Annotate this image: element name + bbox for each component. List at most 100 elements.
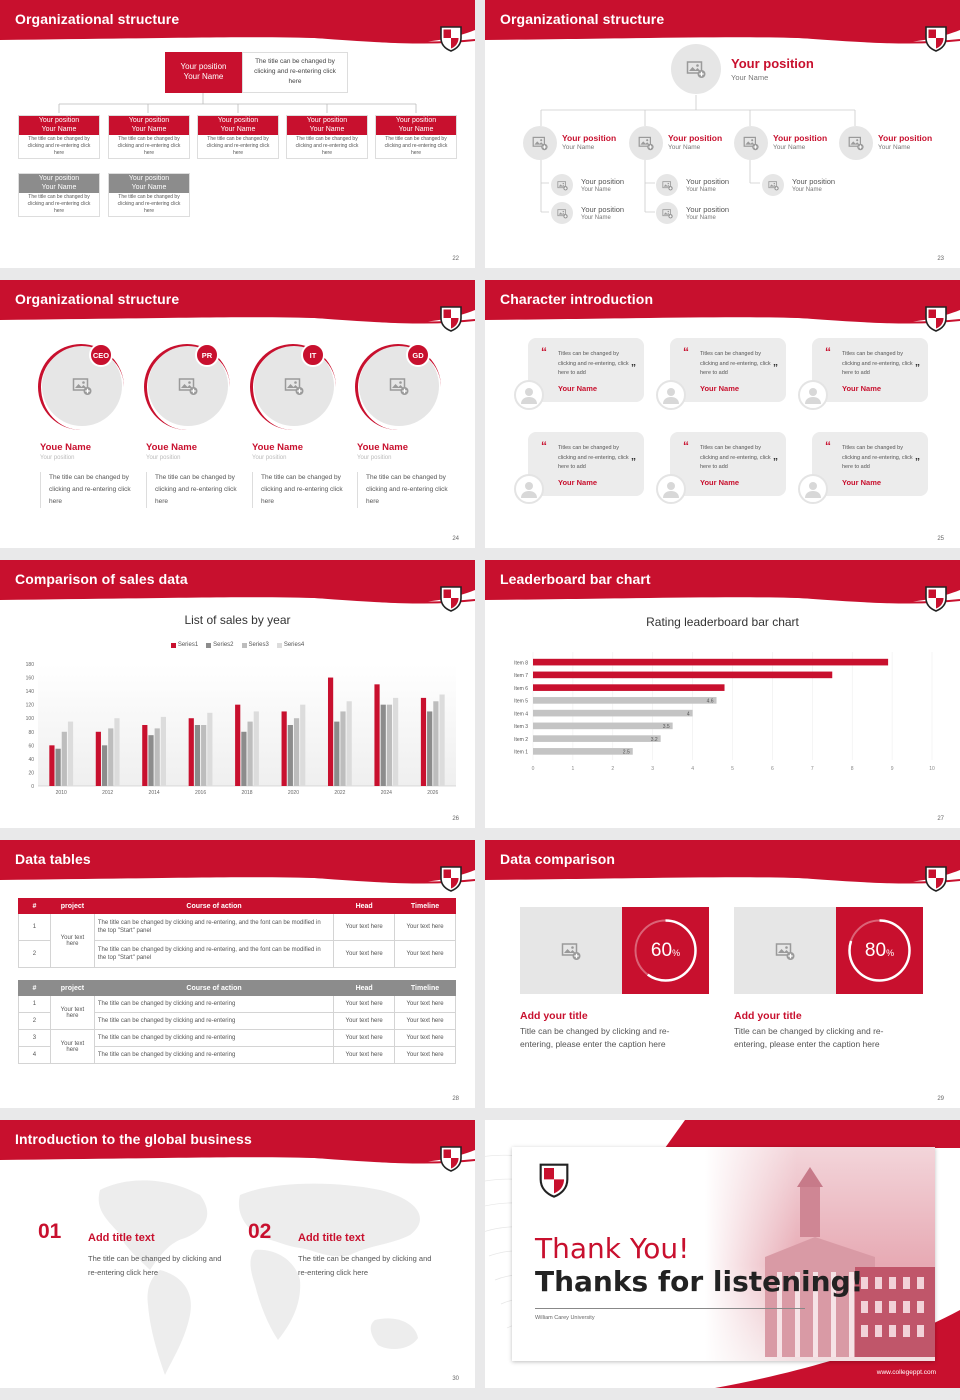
building-silhouette — [765, 1167, 935, 1357]
quote-bubble[interactable]: “ ” Titles can be changed by clicking and … — [670, 432, 786, 496]
rating-bar — [533, 684, 725, 691]
quote-bubble[interactable]: “ ” Titles can be changed by clicking and … — [528, 338, 644, 402]
card-text: Title can be changed by clicking and re-… — [734, 1026, 884, 1049]
column-bar — [142, 725, 148, 786]
profile-ring[interactable] — [250, 344, 336, 430]
sub-member-label: Your position Your Name — [686, 177, 729, 195]
person-name: Youe Name — [40, 442, 92, 453]
org-node-box[interactable]: Your position Your Name The title can be c… — [286, 115, 368, 159]
sub-avatar-placeholder[interactable] — [656, 202, 678, 224]
column-bar — [61, 731, 67, 786]
table-row[interactable]: 4 The title can be changed by clicking an… — [18, 1046, 456, 1064]
quote-bubble[interactable]: “ ” Titles can be changed by clicking and … — [812, 432, 928, 496]
table-row[interactable]: 2 The title can be changed by clicking an… — [18, 940, 456, 968]
close-quote-icon: ” — [631, 363, 636, 374]
timeline-cell: Your text here — [394, 913, 456, 941]
top-avatar-placeholder[interactable] — [671, 44, 721, 94]
sub-avatar-placeholder[interactable] — [551, 174, 573, 196]
project-cell: Your text here — [49, 995, 95, 1030]
project-cell: Your text here — [49, 913, 95, 968]
column-bar — [253, 711, 259, 786]
quote-bubble[interactable]: “ ” Titles can be changed by clicking and … — [670, 338, 786, 402]
chart-title: Rating leaderboard bar chart — [646, 615, 799, 629]
position-title: Your position — [686, 205, 730, 214]
position-name: Your Name — [668, 144, 701, 151]
open-quote-icon: “ — [825, 345, 831, 359]
node-title: Your position — [128, 117, 170, 124]
org-node-box[interactable]: Your position Your Name The title can be c… — [18, 115, 100, 159]
timeline-cell: Your text here — [394, 1029, 456, 1047]
column-bar — [55, 748, 61, 786]
profile-ring[interactable] — [144, 344, 230, 430]
table-row[interactable]: 3 Your text here The title can be changed … — [18, 1029, 456, 1064]
quote-bubble[interactable]: “ ” Titles can be changed by clicking and … — [812, 338, 928, 402]
legend-label: Series2 — [213, 642, 234, 648]
slide-1[interactable]: Organizational structure 22 Your position Y… — [0, 0, 475, 268]
column-bar — [108, 728, 114, 786]
org-node-box[interactable]: Your position Your Name The title can be c… — [108, 115, 190, 159]
chart-title: List of sales by year — [184, 613, 291, 627]
person-position: Your position — [40, 455, 75, 461]
position-name: Your Name — [581, 187, 611, 193]
member-avatar-placeholder[interactable] — [523, 126, 557, 160]
slide-title: Organizational structure — [500, 11, 665, 27]
org-node-box[interactable]: Your position Your Name The title can be c… — [108, 173, 190, 217]
table-row[interactable]: 1 Your text here The title can be changed … — [18, 995, 456, 1030]
image-placeholder[interactable] — [520, 907, 622, 994]
top-note-box[interactable]: The title can be changed by clicking and… — [242, 52, 348, 93]
slide-title: Organizational structure — [15, 291, 180, 307]
timeline-cell: Your text here — [394, 940, 456, 968]
image-placeholder[interactable] — [734, 907, 836, 994]
slide-7[interactable]: Data tables 28 # project Course of action Hea… — [0, 840, 475, 1108]
top-position-box[interactable]: Your position Your Name — [165, 52, 242, 93]
slide-6[interactable]: Leaderboard bar chart 27 Rating leaderboar… — [485, 560, 960, 828]
slide-3[interactable]: Organizational structure 24 CEO Youe Name Yo… — [0, 280, 475, 548]
sales-column-chart: 0 20 40 60 80 100 120 140 160 180 2010 2012 2014 2016… — [26, 662, 456, 796]
sub-avatar-placeholder[interactable] — [762, 174, 784, 196]
sub-avatar-placeholder[interactable] — [551, 202, 573, 224]
slide-2[interactable]: Organizational structure 23 Your position Y… — [485, 0, 960, 268]
org-node-box[interactable]: Your position Your Name The title can be c… — [18, 173, 100, 217]
slide-title: Organizational structure — [15, 11, 180, 27]
open-quote-icon: “ — [683, 345, 689, 359]
legend-label: Series1 — [177, 642, 199, 648]
profile-ring[interactable] — [355, 344, 441, 430]
slide-4[interactable]: Character introduction 25 “” Titles can be … — [485, 280, 960, 548]
slide-8[interactable]: Data comparison 29 60% Add your title Title … — [485, 840, 960, 1108]
column-bar — [393, 697, 399, 786]
open-quote-icon: “ — [541, 439, 547, 453]
item-number: 02 — [248, 1220, 272, 1243]
divider-line — [252, 472, 253, 508]
position-title: Your position — [180, 62, 227, 71]
slide-header: Leaderboard bar chart — [485, 560, 960, 612]
node-title: Your position — [217, 117, 259, 124]
quote-author: Your Name — [842, 478, 882, 487]
website-url[interactable]: www.collegeppt.com — [876, 1369, 936, 1376]
user-avatar-icon — [798, 474, 828, 504]
x-tick-label: 2 — [611, 766, 614, 772]
quote-author: Your Name — [842, 384, 882, 393]
position-title: Your position — [878, 133, 933, 143]
y-tick-label: 160 — [26, 676, 35, 682]
member-avatar-placeholder[interactable] — [629, 126, 663, 160]
slide-9[interactable]: Introduction to the global business 30 01 A… — [0, 1120, 475, 1388]
org-node-box[interactable]: Your position Your Name The title can be c… — [375, 115, 457, 159]
member-avatar-placeholder[interactable] — [839, 126, 873, 160]
sub-avatar-placeholder[interactable] — [656, 174, 678, 196]
position-name: Your Name — [686, 215, 716, 221]
quote-text: Titles can be changed by clicking and re… — [700, 445, 771, 470]
profile-ring[interactable] — [38, 344, 124, 430]
org-node-box[interactable]: Your position Your Name The title can be c… — [197, 115, 279, 159]
slide-5[interactable]: Comparison of sales data 26 List of sales … — [0, 560, 475, 828]
slide-10[interactable]: Thank You! Thanks for listening! William C… — [485, 1120, 960, 1388]
bar-category-label: Item 5 — [514, 699, 528, 705]
member-avatar-placeholder[interactable] — [734, 126, 768, 160]
x-tick-label: 2018 — [241, 790, 252, 796]
action-cell: The title can be changed by clicking and… — [93, 1012, 335, 1030]
position-name: Your Name — [686, 187, 716, 193]
quote-bubble[interactable]: “ ” Titles can be changed by clicking and … — [528, 432, 644, 496]
slide-title: Introduction to the global business — [15, 1131, 252, 1147]
person-name: Youe Name — [357, 442, 409, 453]
table-row[interactable]: 1 Your text here The title can be changed … — [18, 913, 456, 968]
value-unit: % — [886, 948, 895, 958]
